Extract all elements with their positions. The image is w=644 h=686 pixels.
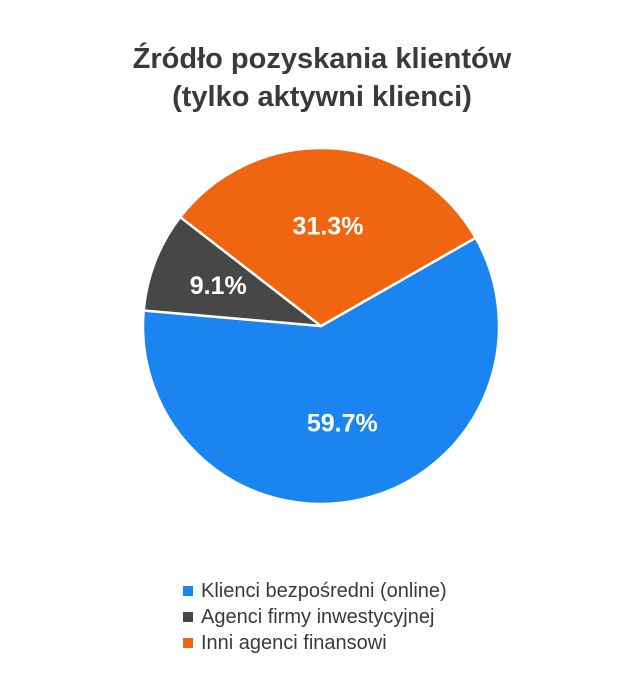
legend-item-company-agents: Agenci firmy inwestycyjnej <box>183 604 447 630</box>
legend-swatch-company-agents <box>183 612 193 622</box>
pie-slice-company-agents <box>142 215 323 328</box>
legend-label-other-agents: Inni agenci finansowi <box>201 632 387 654</box>
chart-title-line-2: (tylko aktywni klienci) <box>172 81 472 113</box>
legend-label-company-agents: Agenci firmy inwestycyjnej <box>201 606 435 628</box>
legend-label-direct-clients: Klienci bezpośredni (online) <box>201 580 447 602</box>
chart-title: Źródło pozyskania klientów (tylko aktywn… <box>0 40 644 116</box>
pie-slice-direct-clients <box>141 236 501 506</box>
pie-slice-other-agents <box>178 146 477 328</box>
legend: Klienci bezpośredni (online) Agenci firm… <box>183 578 447 656</box>
pie-label-other-agents: 31.3% <box>293 213 364 241</box>
legend-swatch-direct-clients <box>183 586 193 596</box>
legend-item-other-agents: Inni agenci finansowi <box>183 630 447 656</box>
pie-label-company-agents: 9.1% <box>190 272 247 300</box>
pie-label-direct-clients: 59.7% <box>307 409 378 437</box>
legend-item-direct-clients: Klienci bezpośredni (online) <box>183 578 447 604</box>
legend-swatch-other-agents <box>183 638 193 648</box>
chart-title-line-1: Źródło pozyskania klientów <box>132 43 512 75</box>
